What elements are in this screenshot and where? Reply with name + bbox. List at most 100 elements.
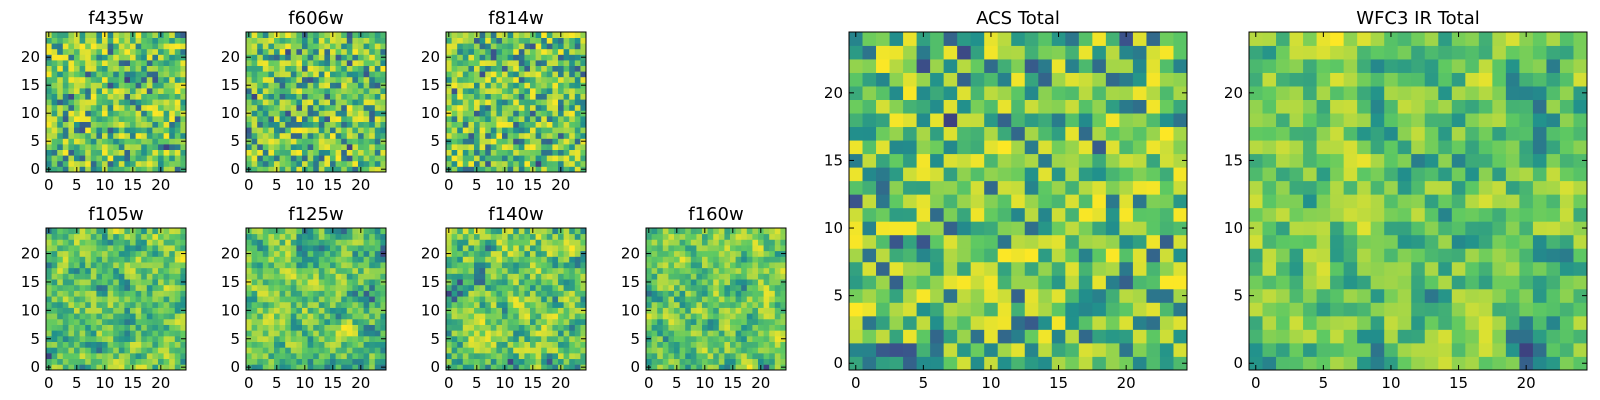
heatmap-cell: [970, 275, 985, 290]
heatmap-cell: [462, 301, 469, 308]
heatmap-cell: [246, 104, 252, 111]
heatmap-cell: [290, 239, 297, 246]
heatmap-cell: [518, 335, 525, 342]
heatmap-cell: [96, 127, 103, 134]
heatmap-cell: [96, 76, 103, 83]
heatmap-cell: [246, 341, 252, 348]
heatmap-cell: [930, 342, 945, 357]
heatmap-cell: [574, 318, 581, 325]
heatmap-cell: [130, 262, 136, 269]
heatmap-cell: [457, 65, 464, 72]
heatmap-cell: [970, 221, 985, 236]
heatmap-cell: [57, 347, 64, 354]
heatmap-cell: [970, 234, 985, 249]
heatmap-cell: [257, 296, 264, 303]
heatmap-cell: [735, 364, 742, 371]
heatmap-cell: [152, 245, 159, 252]
heatmap-cell: [363, 324, 370, 331]
heatmap-cell: [889, 153, 904, 168]
heatmap-cell: [79, 245, 86, 252]
heatmap-cell: [674, 358, 680, 365]
heatmap-cell: [318, 99, 325, 106]
heatmap-cell: [541, 273, 548, 280]
heatmap-cell: [146, 127, 153, 134]
heatmap-cell: [651, 307, 658, 314]
heatmap-cell: [174, 233, 181, 240]
heatmap-cell: [763, 256, 770, 263]
heatmap-cell: [546, 71, 553, 78]
heatmap-cell: [268, 228, 275, 235]
heatmap-cell: [718, 273, 725, 280]
heatmap-cell: [363, 121, 370, 128]
heatmap-cell: [302, 104, 308, 111]
heatmap-cell: [330, 71, 336, 78]
heatmap-cell: [262, 166, 269, 173]
heatmap-cell: [262, 284, 269, 291]
heatmap-cell: [530, 347, 536, 354]
heatmap-cell: [352, 54, 359, 61]
heatmap-cell: [169, 155, 176, 162]
heatmap-cell: [446, 155, 452, 162]
heatmap-cell: [57, 341, 64, 348]
heatmap-cell: [158, 116, 164, 122]
heatmap-cell: [462, 239, 469, 246]
heatmap-cell: [296, 99, 303, 106]
heatmap-cell: [916, 180, 931, 195]
heatmap-cell: [451, 307, 458, 314]
x-tick-label: 20: [351, 374, 370, 392]
heatmap-cell: [380, 37, 387, 44]
heatmap-cell: [251, 347, 258, 354]
heatmap-cell: [713, 290, 720, 297]
y-tick-label: 20: [421, 245, 440, 263]
heatmap-cell: [57, 352, 64, 360]
heatmap-cell: [74, 352, 80, 360]
heatmap-cell: [502, 324, 508, 331]
heatmap-cell: [374, 296, 381, 303]
heatmap-cell: [446, 43, 452, 50]
heatmap-cell: [174, 228, 181, 235]
heatmap-cell: [330, 358, 336, 365]
heatmap-cell: [485, 347, 492, 354]
heatmap-cell: [502, 144, 508, 150]
heatmap-cell: [574, 228, 581, 235]
heatmap-cell: [279, 273, 286, 280]
heatmap-cell: [79, 347, 86, 354]
heatmap-cell: [730, 239, 736, 246]
heatmap-cell: [930, 194, 945, 209]
heatmap-cell: [335, 347, 342, 354]
heatmap-cell: [257, 318, 264, 325]
heatmap-cell: [363, 65, 370, 72]
heatmap-cell: [524, 127, 531, 134]
heatmap-cell: [163, 262, 170, 269]
heatmap-cell: [957, 207, 972, 222]
heatmap-cell: [158, 110, 164, 117]
heatmap-cell: [107, 313, 114, 320]
heatmap-cell: [530, 43, 536, 50]
heatmap-cell: [462, 166, 469, 173]
heatmap-cell: [763, 250, 770, 257]
heatmap-cell: [552, 99, 559, 106]
heatmap-cell: [380, 296, 387, 303]
heatmap-cell: [490, 82, 497, 89]
heatmap-cell: [513, 121, 520, 128]
heatmap-cell: [724, 267, 731, 274]
heatmap-cell: [51, 245, 58, 252]
heatmap-cell: [479, 32, 486, 38]
heatmap-cell: [113, 48, 120, 55]
heatmap-cell: [62, 279, 69, 286]
heatmap-cell: [102, 127, 108, 134]
heatmap-cell: [279, 250, 286, 257]
heatmap-cell: [446, 245, 452, 252]
heatmap-cell: [679, 284, 686, 291]
heatmap-cell: [730, 233, 736, 240]
heatmap-cell: [296, 330, 303, 337]
heatmap-cell: [352, 48, 359, 55]
heatmap-cell: [518, 121, 525, 128]
heatmap-cell: [518, 296, 525, 303]
heatmap-cell: [246, 71, 252, 78]
heatmap-cell: [324, 60, 331, 66]
heatmap-cell: [558, 43, 564, 50]
heatmap-cell: [180, 99, 187, 106]
heatmap-cell: [146, 307, 153, 314]
